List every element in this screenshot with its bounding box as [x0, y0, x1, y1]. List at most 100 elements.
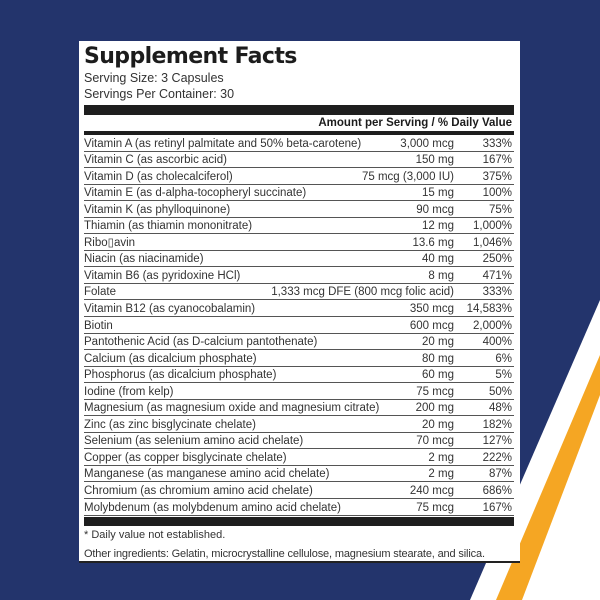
nutrient-name: Vitamin D (as cholecalciferol) [84, 170, 233, 183]
nutrient-name: Vitamin B6 (as pyridoxine HCl) [84, 269, 241, 282]
footnote: * Daily value not established. [84, 528, 226, 541]
nutrient-name: Vitamin E (as d-alpha-tocopheryl succina… [84, 187, 307, 200]
table-row: Vitamin B12 (as cyanocobalamin) 350 mcg 14… [84, 300, 514, 318]
table-row: Manganese (as manganese amino acid chela… [84, 466, 514, 483]
nutrient-amount: 20 mg [422, 418, 454, 431]
nutrient-amount: 8 mg [428, 269, 454, 282]
table-row: Vitamin E (as d-alpha-tocopheryl succina… [84, 185, 514, 202]
nutrient-daily-value: 375% [482, 170, 512, 183]
table-row: Selenium (as selenium amino acid chelate… [84, 433, 514, 450]
nutrient-name: Molybdenum (as molybdenum amino acid che… [84, 501, 341, 514]
table-row: Phosphorus (as dicalcium phosphate) 60 mg… [84, 367, 514, 384]
nutrient-name: Vitamin B12 (as cyanocobalamin) [84, 303, 256, 316]
nutrient-amount: 2 mg [428, 468, 454, 481]
thick-divider [84, 105, 514, 115]
nutrient-daily-value: 100% [482, 187, 512, 200]
table-row: Biotin 600 mcg 2,000% [84, 317, 514, 334]
nutrient-name: Biotin [84, 319, 113, 332]
nutrient-name: Vitamin A (as retinyl palmitate and 50% … [84, 137, 362, 150]
nutrient-name: Calcium (as dicalcium phosphate) [84, 352, 257, 365]
nutrient-name: Zinc (as zinc bisglycinate chelate) [84, 418, 256, 431]
table-row: Thiamin (as thiamin mononitrate) 12 mg 1,0… [84, 218, 514, 235]
nutrient-daily-value: 5% [495, 369, 512, 382]
servings-per-container: Servings Per Container: 30 [84, 87, 235, 101]
nutrient-amount: 75 mcg (3,000 IU) [361, 170, 454, 183]
header-divider [84, 131, 514, 135]
nutrient-name: Magnesium (as magnesium oxide and magnes… [84, 402, 380, 415]
nutrient-amount: 600 mcg [409, 319, 454, 332]
panel-title: Supplement Facts [84, 44, 297, 69]
nutrient-daily-value: 333% [482, 137, 512, 150]
nutrient-amount: 150 mg [415, 154, 454, 167]
nutrient-daily-value: 127% [482, 435, 512, 448]
nutrient-amount: 12 mg [422, 220, 454, 233]
table-row: Vitamin C (as ascorbic acid) 150 mg 167% [84, 152, 514, 169]
nutrient-name: Phosphorus (as dicalcium phosphate) [84, 369, 277, 382]
table-row: Magnesium (as magnesium oxide and magnes… [84, 400, 514, 417]
table-row: Vitamin B6 (as pyridoxine HCl) 8 mg 471% [84, 267, 514, 284]
nutrient-amount: 200 mg [415, 402, 454, 415]
nutrient-daily-value: 167% [482, 154, 512, 167]
supplement-facts-panel: Supplement Facts Serving Size: 3 Capsule… [79, 41, 520, 563]
nutrient-daily-value: 6% [495, 352, 512, 365]
table-row: Niacin (as niacinamide) 40 mg 250% [84, 251, 514, 268]
nutrient-name: Vitamin C (as ascorbic acid) [84, 154, 227, 167]
table-row: Vitamin A (as retinyl palmitate and 50% … [84, 135, 514, 152]
table-row: Calcium (as dicalcium phosphate) 80 mg 6% [84, 350, 514, 367]
table-row: Vitamin D (as cholecalciferol) 75 mcg (3,… [84, 168, 514, 185]
nutrient-amount: 240 mcg [409, 485, 454, 498]
serving-size: Serving Size: 3 Capsules [84, 71, 224, 85]
nutrient-daily-value: 1,046% [472, 236, 512, 249]
nutrient-daily-value: 471% [482, 269, 512, 282]
nutrient-amount: 40 mg [422, 253, 454, 266]
nutrient-name: Thiamin (as thiamin mononitrate) [84, 220, 253, 233]
nutrient-daily-value: 50% [488, 385, 512, 398]
table-row: Molybdenum (as molybdenum amino acid che… [84, 499, 514, 516]
table-row: Zinc (as zinc bisglycinate chelate) 20 mg… [84, 416, 514, 433]
nutrient-amount: 3,000 mcg [400, 137, 454, 150]
nutrient-name: Pantothenic Acid (as D-calcium pantothen… [84, 336, 318, 349]
table-row: Iodine (from kelp) 75 mcg 50% [84, 383, 514, 400]
table-row: Pantothenic Acid (as D-calcium pantothen… [84, 334, 514, 351]
nutrient-daily-value: 167% [482, 501, 512, 514]
table-row: Copper (as copper bisglycinate chelate) 2… [84, 449, 514, 466]
nutrient-daily-value: 250% [482, 253, 512, 266]
nutrient-name: Niacin (as niacinamide) [84, 253, 204, 266]
nutrient-daily-value: 87% [488, 468, 512, 481]
other-ingredients: Other ingredients: Gelatin, microcrystal… [84, 547, 485, 560]
nutrient-daily-value: 686% [482, 485, 512, 498]
nutrient-daily-value: 222% [482, 451, 512, 464]
nutrient-name: Ribo▯avin [84, 236, 136, 249]
orange-diagonal-stripe [496, 355, 600, 600]
table-row: Ribo▯avin 13.6 mg 1,046% [84, 234, 514, 251]
nutrient-name: Selenium (as selenium amino acid chelate… [84, 435, 304, 448]
nutrient-amount: 75 mcg [416, 501, 454, 514]
nutrient-name: Copper (as copper bisglycinate chelate) [84, 451, 287, 464]
table-row: Vitamin K (as phylloquinone) 90 mcg 75% [84, 201, 514, 218]
nutrient-daily-value: 75% [488, 203, 512, 216]
table-row: Folate 1,333 mcg DFE (800 mcg folic acid)… [84, 284, 514, 301]
amount-per-serving-header: Amount per Serving / % Daily Value [318, 117, 512, 129]
nutrient-daily-value: 400% [482, 336, 512, 349]
nutrient-name: Manganese (as manganese amino acid chela… [84, 468, 330, 481]
nutrient-amount: 1,333 mcg DFE (800 mcg folic acid) [271, 286, 454, 299]
nutrient-daily-value: 182% [482, 418, 512, 431]
nutrient-daily-value: 333% [482, 286, 512, 299]
nutrient-name: Iodine (from kelp) [84, 385, 174, 398]
nutrient-name: Folate [84, 286, 116, 299]
nutrient-amount: 2 mg [428, 451, 454, 464]
nutrient-amount: 20 mg [422, 336, 454, 349]
nutrient-amount: 13.6 mg [412, 236, 454, 249]
nutrient-table: Vitamin A (as retinyl palmitate and 50% … [84, 135, 514, 516]
nutrient-amount: 70 mcg [416, 435, 454, 448]
nutrient-name: Vitamin K (as phylloquinone) [84, 203, 231, 216]
nutrient-amount: 90 mcg [416, 203, 454, 216]
nutrient-daily-value: 14,583% [466, 303, 512, 316]
nutrient-amount: 75 mcg [416, 385, 454, 398]
nutrient-name: Chromium (as chromium amino acid chelate… [84, 485, 313, 498]
nutrient-daily-value: 48% [488, 402, 512, 415]
nutrient-amount: 60 mg [422, 369, 454, 382]
nutrient-amount: 80 mg [422, 352, 454, 365]
nutrient-amount: 350 mcg [409, 303, 454, 316]
nutrient-amount: 15 mg [422, 187, 454, 200]
